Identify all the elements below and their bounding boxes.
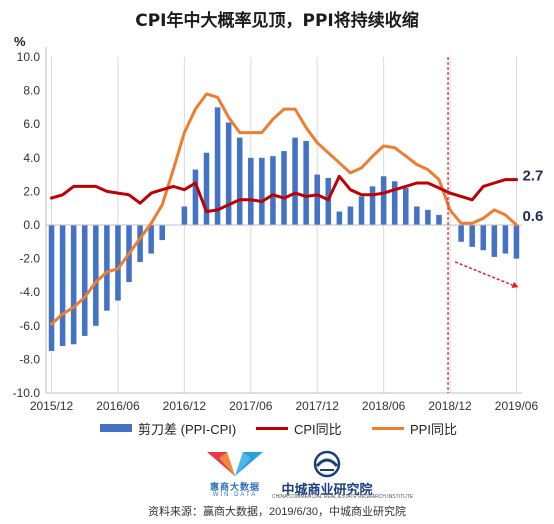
windata-logo-sub: WIN DATA xyxy=(212,492,258,498)
bar-2019/04 xyxy=(491,225,498,257)
bar-2018/09 xyxy=(414,206,420,225)
bar-2018/01 xyxy=(325,177,332,225)
bar-2017/02 xyxy=(203,152,210,225)
windata-logo: 惠商大数据 WIN DATA xyxy=(200,450,270,500)
x-tick-label-0: 2015/12 xyxy=(30,399,74,413)
trend-arrow-head xyxy=(511,281,519,289)
legend-item-cpi: CPI同比 xyxy=(256,419,342,437)
legend-label-cpi: CPI同比 xyxy=(294,421,342,437)
bar-2017/09 xyxy=(281,151,287,225)
bar-2015/12 xyxy=(48,225,55,351)
bar-2016/02 xyxy=(70,225,77,345)
y-tick-label-0: 10.0 xyxy=(17,50,41,64)
x-tick-label-5: 2018/06 xyxy=(362,399,406,413)
bar-2017/08 xyxy=(270,156,276,225)
legend-swatch-ppi xyxy=(372,426,404,430)
bar-2017/03 xyxy=(214,107,221,225)
cpi-line xyxy=(50,174,518,214)
bar-2019/06 xyxy=(513,225,520,259)
bar-2017/10 xyxy=(292,137,298,225)
bar-2018/02 xyxy=(336,211,343,225)
bar-2017/05 xyxy=(236,137,243,225)
bar-2018/08 xyxy=(403,188,409,225)
tick-labels: 10.0 8.0 6.0 4.0 2.0 0.0 -2.0 -4.0 -6.0 -8.0 -10.0… xyxy=(13,50,539,413)
bar-2016/06 xyxy=(115,225,121,301)
bar-2016/09 xyxy=(148,225,154,254)
legend-label-bar: 剪刀差 (PPI-CPI) xyxy=(138,421,237,437)
bar-2016/03 xyxy=(81,225,88,336)
annotations: 2.7 0.6 xyxy=(447,57,543,393)
legend-swatch-cpi xyxy=(256,426,288,430)
bar-2017/12 xyxy=(314,174,320,225)
bar-2016/10 xyxy=(159,225,165,241)
y-tick-label-2: 6.0 xyxy=(23,117,40,131)
x-tick-label-4: 2017/12 xyxy=(296,399,340,413)
legend-item-ppi: PPI同比 xyxy=(372,419,457,437)
x-tick-label-2: 2016/12 xyxy=(163,399,207,413)
bar-2017/01 xyxy=(192,169,199,225)
windata-logo-icon xyxy=(207,452,263,476)
bar-2017/11 xyxy=(303,141,309,225)
bar-2018/10 xyxy=(425,209,431,225)
y-tick-label-10: -10.0 xyxy=(13,386,41,400)
y-tick-label-9: -8.0 xyxy=(19,352,40,366)
y-tick-label-7: -4.0 xyxy=(19,285,40,299)
legend-item-bar: 剪刀差 (PPI-CPI) xyxy=(100,419,236,437)
bar-2018/04 xyxy=(358,196,365,225)
bar-2016/05 xyxy=(104,225,110,311)
y-tick-label-5: 0.0 xyxy=(23,218,40,232)
y-tick-label-8: -6.0 xyxy=(19,319,40,333)
cb-institute-logo-sub: CHINA COMMERCIAL REAL ESTATE RESEARCH IN… xyxy=(272,494,414,500)
bar-2018/11 xyxy=(436,214,442,225)
line-series xyxy=(50,92,518,326)
ppi-line xyxy=(50,92,518,326)
bar-2016/12 xyxy=(181,206,188,225)
bar-2017/04 xyxy=(225,122,232,225)
source-footer: 资料来源：赢商大数据，2019/6/30，中城商业研究院 xyxy=(148,506,406,518)
axes xyxy=(45,47,522,394)
x-tick-label-3: 2017/06 xyxy=(229,399,273,413)
bar-2018/07 xyxy=(391,181,398,225)
trend-arrow-line xyxy=(454,261,513,286)
bar-2019/01 xyxy=(458,225,464,242)
x-tick-label-6: 2018/12 xyxy=(428,399,472,413)
x-tick-label-1: 2016/06 xyxy=(96,399,140,413)
cb-institute-logo-icon xyxy=(313,450,341,478)
cpi-last-value-label: 2.7 xyxy=(522,168,543,185)
bar-2018/03 xyxy=(347,206,354,225)
bar-2018/05 xyxy=(369,186,376,225)
ppi-last-value-label: 0.6 xyxy=(522,208,543,225)
cb-institute-logo: 中城商业研究院 CHINA COMMERCIAL REAL ESTATE RES… xyxy=(272,450,414,500)
bar-2019/05 xyxy=(502,225,509,254)
bar-2016/04 xyxy=(93,225,99,326)
chart-title: CPI年中大概率见顶，PPI将持续收缩 xyxy=(135,11,419,31)
bar-2017/06 xyxy=(248,157,254,225)
y-axis-unit: % xyxy=(14,34,26,49)
y-tick-label-4: 2.0 xyxy=(23,184,40,198)
bar-2019/02 xyxy=(469,225,475,247)
legend: 剪刀差 (PPI-CPI) CPI同比 PPI同比 xyxy=(0,419,554,437)
chart-canvas: 10.0 8.0 6.0 4.0 2.0 0.0 -2.0 -4.0 -6.0 -8.0 -10.0… xyxy=(13,47,543,413)
bar-2016/08 xyxy=(137,225,143,262)
x-tick-label-7: 2019/06 xyxy=(495,399,539,413)
windata-logo-name: 惠商大数据 xyxy=(209,482,260,492)
bar-2016/01 xyxy=(59,225,66,346)
bar-2017/07 xyxy=(259,157,265,225)
bar-2019/03 xyxy=(480,225,487,251)
y-tick-label-1: 8.0 xyxy=(23,84,40,98)
y-tick-label-3: 4.0 xyxy=(23,151,40,165)
y-tick-label-6: -2.0 xyxy=(19,252,40,266)
bar-2018/06 xyxy=(380,176,387,225)
cb-institute-logo-name: 中城商业研究院 xyxy=(281,483,373,498)
bar-series-scissors xyxy=(48,107,520,351)
legend-swatch-bar xyxy=(100,424,132,432)
legend-label-ppi: PPI同比 xyxy=(410,421,457,437)
